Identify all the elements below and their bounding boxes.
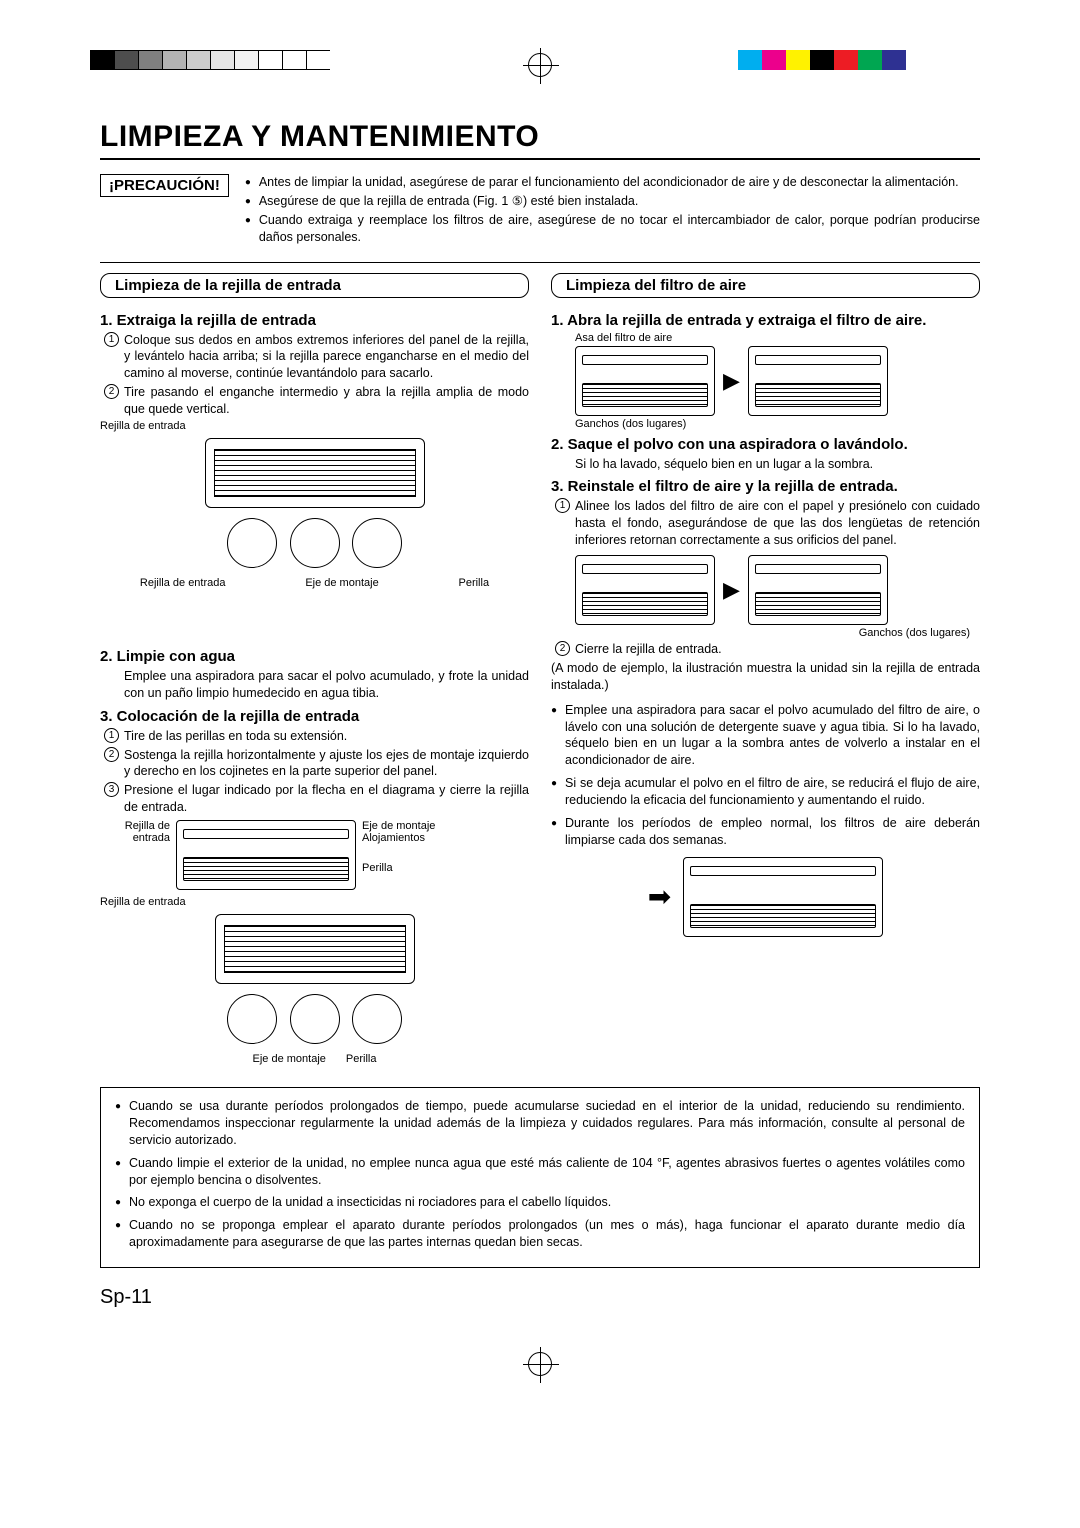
unit-illustration [575,346,715,416]
grayscale-bars [90,50,330,70]
list-item: 1Coloque sus dedos en ambos extremos inf… [124,332,529,383]
arrow-right-icon: ➡ [648,880,671,913]
right-subheader: Limpieza del filtro de aire [551,273,980,298]
fig-label: Ganchos (dos lugares) [551,627,980,639]
list-text: Sostenga la rejilla horizontalmente y aj… [124,748,529,779]
arrow-right-icon: ▶ [723,368,740,394]
left-step3-title: 3. Colocación de la rejilla de entrada [100,708,529,726]
fig-label: Perilla [362,862,452,874]
bottom-caution-box: Cuando se usa durante períodos prolongad… [100,1087,980,1268]
list-item: 1Tire de las perillas en toda su extensi… [124,728,529,745]
bottom-item: Cuando se usa durante períodos prolongad… [115,1098,965,1149]
fig-label: Rejilla de entrada [100,896,529,908]
left-step1-title: 1. Extraiga la rejilla de entrada [100,312,529,330]
list-text: Tire pasando el enganche intermedio y ab… [124,385,529,416]
printer-marks-bottom [40,1339,1040,1389]
color-bars [738,50,930,70]
registration-mark-icon [528,1352,552,1376]
figure-install-grille: Rejilla de entrada Eje de montaje Alojam… [100,820,529,1065]
right-column: Limpieza del filtro de aire 1. Abra la r… [551,273,980,1076]
list-item: 2Sostenga la rejilla horizontalmente y a… [124,747,529,781]
fig-label: Ganchos (dos lugares) [551,418,980,430]
page-title: LIMPIEZA Y MANTENIMIENTO [100,120,980,160]
figure-bottom-unit: ➡ [551,857,980,937]
fig-label: Eje de montaje [305,577,378,589]
list-text: Coloque sus dedos en ambos extremos infe… [124,333,529,381]
bullet-item: Emplee una aspiradora para sacar el polv… [565,702,980,770]
right-step3-list: 1Alinee los lados del filtro de aire con… [551,498,980,549]
right-bullets: Emplee una aspiradora para sacar el polv… [551,702,980,849]
list-item: 2Tire pasando el enganche intermedio y a… [124,384,529,418]
bottom-item: Cuando limpie el exterior de la unidad, … [115,1155,965,1189]
caution-item: Cuando extraiga y reemplace los filtros … [245,212,980,246]
left-step2-text: Emplee una aspiradora para sacar el polv… [100,668,529,702]
fig-label: Alojamientos [362,832,452,844]
list-item: 2Cierre la rejilla de entrada. [575,641,980,658]
list-item: 3Presione el lugar indicado por la flech… [124,782,529,816]
figure-extract-grille: Rejilla de entrada Eje de montaje Perill… [100,438,529,638]
right-step2-text: Si lo ha lavado, séquelo bien en un luga… [551,456,980,473]
left-step3-list: 1Tire de las perillas en toda su extensi… [100,728,529,816]
caution-block: ¡PRECAUCIÓN! Antes de limpiar la unidad,… [100,174,980,248]
fig-label: Perilla [346,1053,377,1065]
left-step2-title: 2. Limpie con agua [100,648,529,666]
unit-illustration [748,346,888,416]
bottom-item: No exponga el cuerpo de la unidad a inse… [115,1194,965,1211]
fig-label: Rejilla de entrada [140,577,226,589]
list-item: 1Alinee los lados del filtro de aire con… [575,498,980,549]
caution-item: Asegúrese de que la rejilla de entrada (… [245,193,980,210]
caution-item: Antes de limpiar la unidad, asegúrese de… [245,174,980,191]
right-step2-title: 2. Saque el polvo con una aspiradora o l… [551,436,980,454]
right-step1-title: 1. Abra la rejilla de entrada y extraiga… [551,312,980,330]
unit-illustration [683,857,883,937]
caution-label: ¡PRECAUCIÓN! [100,174,229,197]
list-text: Tire de las perillas en toda su extensió… [124,729,347,743]
list-text: Cierre la rejilla de entrada. [575,642,722,656]
left-step1-list: 1Coloque sus dedos en ambos extremos inf… [100,332,529,418]
figure-open-filter: ▶ [551,346,980,416]
bullet-item: Si se deja acumular el polvo en el filtr… [565,775,980,809]
fig-label: Eje de montaje [362,820,452,832]
fig-label: Asa del filtro de aire [551,332,980,344]
right-step3-list2: 2Cierre la rejilla de entrada. [551,641,980,658]
two-columns: Limpieza de la rejilla de entrada 1. Ext… [100,273,980,1076]
bullet-item: Durante los períodos de empleo normal, l… [565,815,980,849]
right-note: (A modo de ejemplo, la ilustración muest… [551,660,980,694]
page-number: Sp-11 [100,1286,980,1309]
left-subheader: Limpieza de la rejilla de entrada [100,273,529,298]
fig1-label-top: Rejilla de entrada [100,420,529,432]
registration-mark-icon [528,53,552,77]
figure-reinstall-filter: ▶ [551,555,980,625]
bottom-item: Cuando no se proponga emplear el aparato… [115,1217,965,1251]
arrow-right-icon: ▶ [723,577,740,603]
list-text: Presione el lugar indicado por la flecha… [124,783,529,814]
unit-illustration [575,555,715,625]
fig-label: Rejilla de entrada [100,820,170,844]
fig-label: Eje de montaje [253,1053,326,1065]
divider [100,262,980,263]
page-content: LIMPIEZA Y MANTENIMIENTO ¡PRECAUCIÓN! An… [100,120,980,1309]
right-step3-title: 3. Reinstale el filtro de aire y la reji… [551,478,980,496]
left-column: Limpieza de la rejilla de entrada 1. Ext… [100,273,529,1076]
list-text: Alinee los lados del filtro de aire con … [575,499,980,547]
fig-label: Perilla [459,577,490,589]
unit-illustration [748,555,888,625]
caution-list: Antes de limpiar la unidad, asegúrese de… [245,174,980,248]
printer-marks-top [40,40,1040,90]
